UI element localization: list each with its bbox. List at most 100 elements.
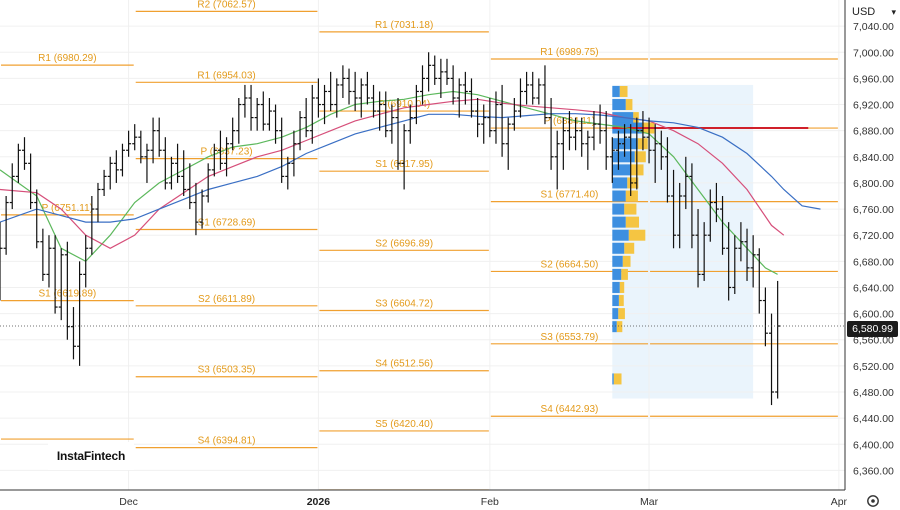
volume-profile-sell-bar — [616, 321, 623, 333]
ohlc-bar — [126, 130, 132, 157]
ohlc-bar — [395, 98, 401, 170]
ohlc-bar — [34, 189, 40, 249]
ohlc-bar — [144, 143, 150, 183]
y-tick-label: 6,520.00 — [853, 361, 894, 373]
ohlc-bar — [591, 111, 597, 151]
ohlc-bar — [536, 78, 542, 105]
ohlc-bar — [603, 111, 609, 170]
ohlc-bar — [107, 156, 113, 190]
ohlc-bar — [738, 222, 744, 262]
ohlc-bar — [70, 307, 76, 360]
x-tick-label: 2026 — [307, 496, 331, 508]
volume-profile-buy-bar — [612, 229, 629, 241]
ohlc-bar — [199, 189, 205, 229]
y-tick-label: 6,880.00 — [853, 126, 894, 138]
brand-name: InstaFintech — [56, 449, 126, 463]
volume-profile-buy-bar — [612, 308, 619, 320]
ohlc-bar — [64, 241, 70, 340]
pivot-level-label: P (6910.04) — [378, 99, 430, 110]
y-tick-label: 6,840.00 — [853, 152, 894, 164]
ohlc-bar — [193, 182, 199, 236]
ohlc-bar — [322, 84, 328, 125]
ohlc-bar — [371, 84, 377, 118]
volume-profile-buy-bar — [612, 151, 635, 163]
volume-profile-sell-bar — [619, 85, 628, 97]
ohlc-bar — [0, 222, 3, 301]
ohlc-bar — [156, 117, 162, 157]
ohlc-bar — [224, 137, 230, 177]
ohlc-bar — [205, 163, 211, 203]
volume-profile-buy-bar — [612, 295, 619, 307]
currency-selector[interactable]: USD ▾ — [848, 2, 900, 22]
ohlc-bar — [334, 78, 340, 118]
ohlc-bar — [493, 91, 499, 144]
ohlc-bar — [279, 117, 285, 183]
ohlc-bar — [481, 104, 487, 144]
ohlc-bar — [352, 71, 358, 112]
ohlc-bar — [113, 150, 119, 183]
ohlc-bar — [609, 137, 615, 183]
ohlc-bar — [413, 84, 419, 125]
pivot-level-label: R1 (6989.75) — [540, 47, 598, 58]
ohlc-bar — [15, 143, 21, 183]
ohlc-bar — [444, 58, 450, 85]
ohlc-bar — [750, 235, 756, 288]
ohlc-bar — [732, 235, 738, 294]
volume-profile-buy-bar — [612, 177, 628, 189]
ohlc-bar — [150, 117, 156, 164]
ohlc-bar — [346, 68, 352, 105]
ohlc-bar — [689, 163, 695, 249]
pivot-level-label: S2 (6696.89) — [375, 238, 433, 249]
ohlc-bar — [646, 117, 652, 164]
ohlc-bar — [707, 189, 713, 242]
ohlc-bar — [52, 235, 58, 314]
volume-profile-sell-bar — [624, 203, 637, 215]
ohlc-bar — [95, 182, 101, 223]
volume-profile-sell-bar — [633, 112, 639, 124]
ohlc-bar — [579, 117, 585, 157]
x-axis-background — [0, 490, 845, 510]
y-tick-label: 6,680.00 — [853, 256, 894, 268]
currency-label: USD — [852, 6, 876, 18]
ohlc-bar — [303, 98, 309, 138]
grid-layer — [0, 0, 845, 490]
ohlc-bar — [560, 117, 566, 170]
y-axis-background — [845, 0, 900, 510]
ohlc-bar — [217, 130, 223, 170]
ohlc-bar — [230, 117, 236, 151]
ohlc-bar — [132, 124, 138, 151]
y-tick-label: 6,440.00 — [853, 413, 894, 425]
ohlc-bar — [273, 104, 279, 144]
pivot-level-label: S5 (6420.40) — [375, 419, 433, 430]
ohlc-bar — [242, 84, 248, 118]
y-tick-label: 6,560.00 — [853, 335, 894, 347]
volume-profile-buy-bar — [612, 99, 626, 111]
ohlc-bar — [260, 91, 266, 131]
y-tick-label: 6,360.00 — [853, 465, 894, 477]
ohlc-bar — [726, 222, 732, 301]
moving-average-line — [0, 98, 785, 249]
ohlc-bar — [573, 117, 579, 151]
ohlc-bar — [769, 313, 775, 406]
ohlc-bar — [468, 78, 474, 118]
ohlc-bar — [340, 65, 346, 98]
current-price-label: 6,580.99 — [852, 323, 893, 335]
ohlc-bar — [309, 84, 315, 144]
ohlc-bar — [266, 98, 272, 131]
ohlc-bar — [701, 222, 707, 281]
settings-button[interactable] — [866, 494, 882, 510]
volume-profile-sell-bar — [624, 242, 635, 254]
ohlc-bar — [585, 130, 591, 170]
pivot-level-label: R1 (7031.18) — [375, 20, 433, 31]
moving-average-line — [0, 113, 821, 223]
ohlc-bar — [46, 235, 52, 288]
ohlc-bar — [383, 91, 389, 138]
ohlc-bar — [505, 117, 511, 170]
ohlc-bar — [542, 65, 548, 125]
ohlc-bar — [389, 104, 395, 144]
ohlc-bar — [138, 130, 144, 164]
ohlc-bar — [181, 150, 187, 196]
ohlc-bar — [658, 130, 664, 170]
pivot-level-label: S3 (6604.72) — [375, 299, 433, 310]
